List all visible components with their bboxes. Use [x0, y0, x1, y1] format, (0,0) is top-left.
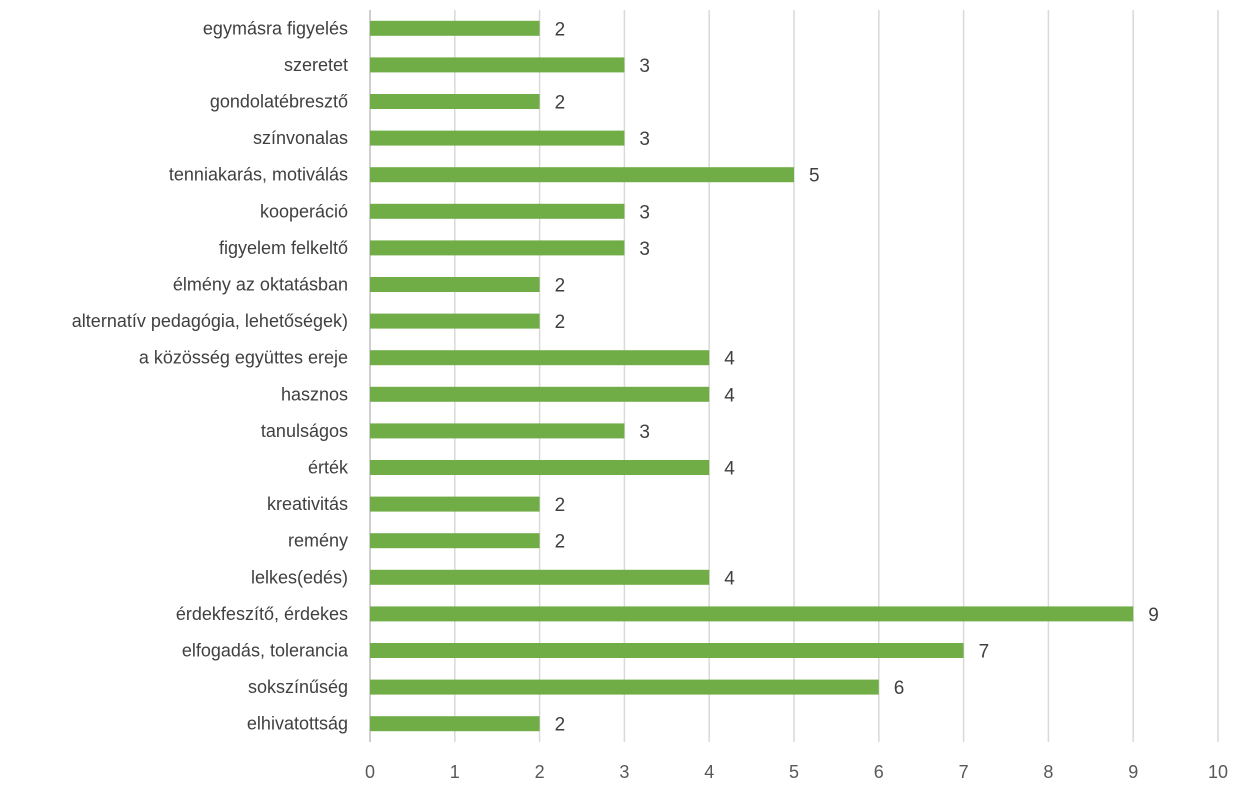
value-label: 3 — [639, 56, 650, 77]
category-label: hasznos — [281, 384, 348, 404]
category-label: lelkes(edés) — [251, 567, 348, 587]
value-label: 9 — [1148, 605, 1159, 626]
x-tick-label: 6 — [874, 762, 884, 782]
x-tick-label: 1 — [450, 762, 460, 782]
value-label: 2 — [555, 495, 566, 516]
category-label: elfogadás, tolerancia — [182, 641, 349, 661]
value-label: 2 — [555, 532, 566, 553]
category-label: alternatív pedagógia, lehetőségek) — [72, 311, 348, 331]
category-label: egymásra figyelés — [203, 18, 348, 38]
category-label: érdekfeszítő, érdekes — [176, 604, 348, 624]
category-label: szeretet — [284, 55, 348, 75]
value-label: 4 — [724, 568, 735, 589]
bar — [370, 57, 625, 73]
category-label: színvonalas — [253, 128, 348, 148]
value-label: 2 — [555, 93, 566, 114]
bar — [370, 350, 710, 366]
bar — [370, 203, 625, 219]
bar — [370, 460, 710, 475]
bar — [370, 130, 625, 146]
bar — [370, 716, 540, 732]
bar — [370, 606, 1134, 622]
value-label: 2 — [555, 715, 566, 736]
x-axis-tick-labels: 0 1 2 3 4 5 6 7 8 9 10 — [365, 762, 1228, 782]
category-label: remény — [288, 531, 348, 551]
bars — [370, 20, 1134, 732]
x-tick-label: 0 — [365, 762, 375, 782]
bar — [370, 643, 964, 658]
x-tick-label: 8 — [1043, 762, 1053, 782]
value-label: 6 — [894, 678, 905, 699]
value-label: 3 — [639, 239, 650, 260]
category-label: elhivatottság — [247, 714, 348, 734]
value-label: 2 — [555, 276, 566, 297]
bar — [370, 240, 625, 256]
x-tick-label: 10 — [1208, 762, 1228, 782]
category-label: tenniakarás, motiválás — [169, 165, 348, 185]
x-tick-label: 7 — [959, 762, 969, 782]
bar — [370, 679, 879, 695]
bar — [370, 277, 540, 292]
bar — [370, 423, 625, 439]
x-tick-label: 4 — [704, 762, 714, 782]
bar — [370, 533, 540, 549]
bar — [370, 496, 540, 512]
bar — [370, 20, 540, 36]
x-tick-label: 2 — [535, 762, 545, 782]
value-label: 3 — [639, 202, 650, 223]
value-label: 4 — [724, 385, 735, 406]
x-tick-label: 9 — [1128, 762, 1138, 782]
bar — [370, 167, 794, 183]
value-labels: 2 3 2 3 5 3 3 2 2 4 4 3 4 2 2 4 9 7 6 2 — [555, 19, 1159, 735]
bar — [370, 386, 710, 402]
category-label: érték — [308, 458, 349, 478]
gridlines — [369, 10, 1219, 742]
category-label: figyelem felkeltő — [219, 238, 348, 258]
value-label: 5 — [809, 166, 820, 187]
bar — [370, 313, 540, 329]
category-label: sokszínűség — [248, 677, 348, 697]
category-label: a közösség együttes ereje — [139, 348, 348, 368]
category-label: kooperáció — [260, 201, 348, 221]
value-label: 7 — [979, 642, 990, 663]
value-label: 4 — [724, 459, 735, 480]
category-label: kreativitás — [267, 494, 348, 514]
value-label: 3 — [639, 422, 650, 443]
x-tick-label: 5 — [789, 762, 799, 782]
bar — [370, 94, 540, 109]
x-tick-label: 3 — [619, 762, 629, 782]
category-label: tanulságos — [261, 421, 348, 441]
category-labels: egymásra figyelés szeretet gondolatébreszt… — [72, 18, 349, 733]
category-label: élmény az oktatásban — [173, 275, 348, 295]
value-label: 4 — [724, 349, 735, 370]
value-label: 3 — [639, 129, 650, 150]
value-label: 2 — [555, 312, 566, 333]
category-label: gondolatébresztő — [210, 92, 348, 112]
value-label: 2 — [555, 19, 566, 40]
bar — [370, 569, 710, 585]
